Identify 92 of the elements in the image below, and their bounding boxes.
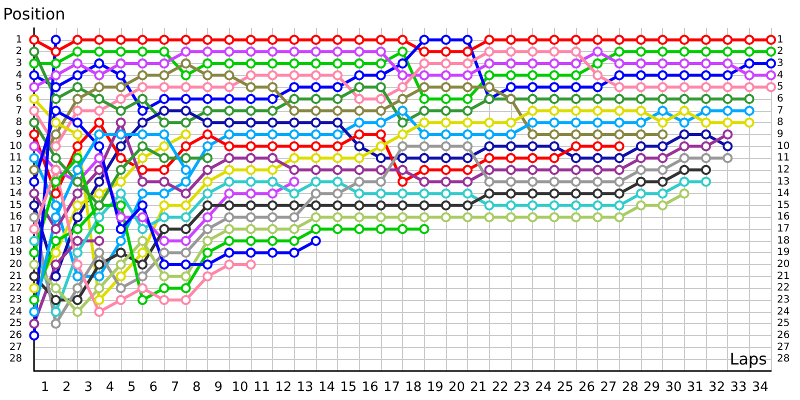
y2-tick-label: 20 [777,259,790,270]
x-tick-label: 30 [665,380,682,395]
y-tick-label: 13 [9,176,22,188]
y-tick-label: 4 [16,70,22,81]
x-tick-label: 11 [253,380,270,395]
y2-tick-label: 1 [777,34,784,46]
x-tick-label: 9 [214,380,222,395]
x-tick-label: 24 [535,380,552,395]
y-tick-label: 19 [9,247,22,258]
x-tick-label: 6 [149,380,158,395]
y2-tick-label: 19 [777,247,790,258]
x-tick-label: 28 [622,380,638,395]
x-tick-label: 10 [232,380,248,395]
x-tick-label: 33 [730,380,747,395]
x-tick-label: 12 [275,380,292,395]
x-tick-label: 23 [513,380,530,395]
x-tick-label: 15 [340,380,357,395]
y-tick-label: 15 [9,200,22,211]
y2-tick-label: 15 [777,200,790,211]
y2-tick-label: 21 [777,270,790,282]
y-tick-label: 17 [9,224,22,235]
x-tick-label: 22 [492,380,508,395]
x-tick-label: 8 [192,380,201,395]
y-tick-label: 10 [9,140,22,152]
y2-tick-label: 10 [777,140,790,152]
x-tick-label: 14 [318,380,335,395]
y2-tick-label: 9 [777,128,784,140]
y-tick-label: 21 [9,270,22,282]
y2-tick-label: 7 [777,105,784,116]
x-tick-label: 26 [578,380,596,395]
y-tick-label: 16 [9,212,22,223]
x-tick-label: 16 [362,380,378,395]
y2-tick-label: 2 [777,46,784,58]
x-tick-label: 34 [752,380,768,395]
y-tick-label: 24 [9,306,22,318]
y-tick-label: 27 [9,342,22,353]
y2-tick-label: 11 [777,152,790,164]
y-tick-label: 8 [16,117,22,128]
x-tick-label: 4 [106,380,114,395]
y-tick-label: 22 [9,282,22,294]
y-tick-label: 2 [16,46,22,58]
y2-tick-label: 4 [777,70,784,81]
y2-tick-label: 14 [777,188,790,200]
y2-tick-label: 6 [777,93,784,104]
y-tick-label: 25 [9,318,22,330]
y2-tick-label: 17 [777,224,790,235]
x-tick-label: 31 [686,380,704,395]
y2-tick-label: 5 [777,82,784,93]
y-tick-label: 6 [16,93,22,104]
x-tick-label: 21 [470,380,487,395]
y-tick-label: 12 [9,164,22,176]
x-tick-label: 18 [405,380,422,395]
x-tick-label: 3 [84,380,92,395]
y-tick-label: 5 [16,82,22,93]
y2-tick-label: 8 [777,117,784,128]
y2-tick-label: 18 [777,235,790,246]
y-tick-label: 9 [16,128,22,140]
x-tick-label: 13 [296,380,314,395]
x-axis-title: Laps [730,350,767,368]
y2-tick-label: 13 [777,176,790,188]
x-tick-label: 29 [644,380,660,395]
y-tick-label: 18 [9,235,22,246]
x-tick-label: 17 [383,380,400,395]
y-axis-title: Position [3,4,66,24]
y-tick-label: 14 [9,188,22,200]
y-tick-label: 11 [9,152,22,164]
x-tick-label: 25 [556,380,574,395]
x-tick-label: 27 [600,380,617,395]
y2-tick-label: 24 [777,306,790,318]
y2-tick-label: 16 [777,212,790,223]
x-tick-label: 7 [170,380,180,395]
x-tick-label: 20 [448,380,466,395]
x-tick-label: 1 [40,380,50,395]
y-tick-label: 28 [9,354,22,365]
y-tick-label: 3 [16,58,22,69]
y2-tick-label: 25 [777,318,790,330]
y-tick-label: 20 [9,259,22,270]
x-tick-label: 19 [426,380,444,395]
y-tick-label: 1 [16,34,22,46]
y-tick-label: 26 [9,330,22,342]
y-tick-label: 23 [9,294,22,306]
y2-tick-label: 22 [777,282,790,294]
x-tick-label: 2 [62,380,71,395]
x-tick-label: 5 [128,380,136,395]
y2-tick-label: 3 [777,58,784,69]
y-tick-label: 7 [16,105,22,116]
y2-tick-label: 23 [777,294,790,306]
y2-tick-label: 28 [777,354,790,365]
x-tick-label: 32 [708,380,726,395]
y2-tick-label: 12 [777,164,790,176]
y2-tick-label: 27 [777,342,790,353]
y2-tick-label: 26 [777,330,790,342]
